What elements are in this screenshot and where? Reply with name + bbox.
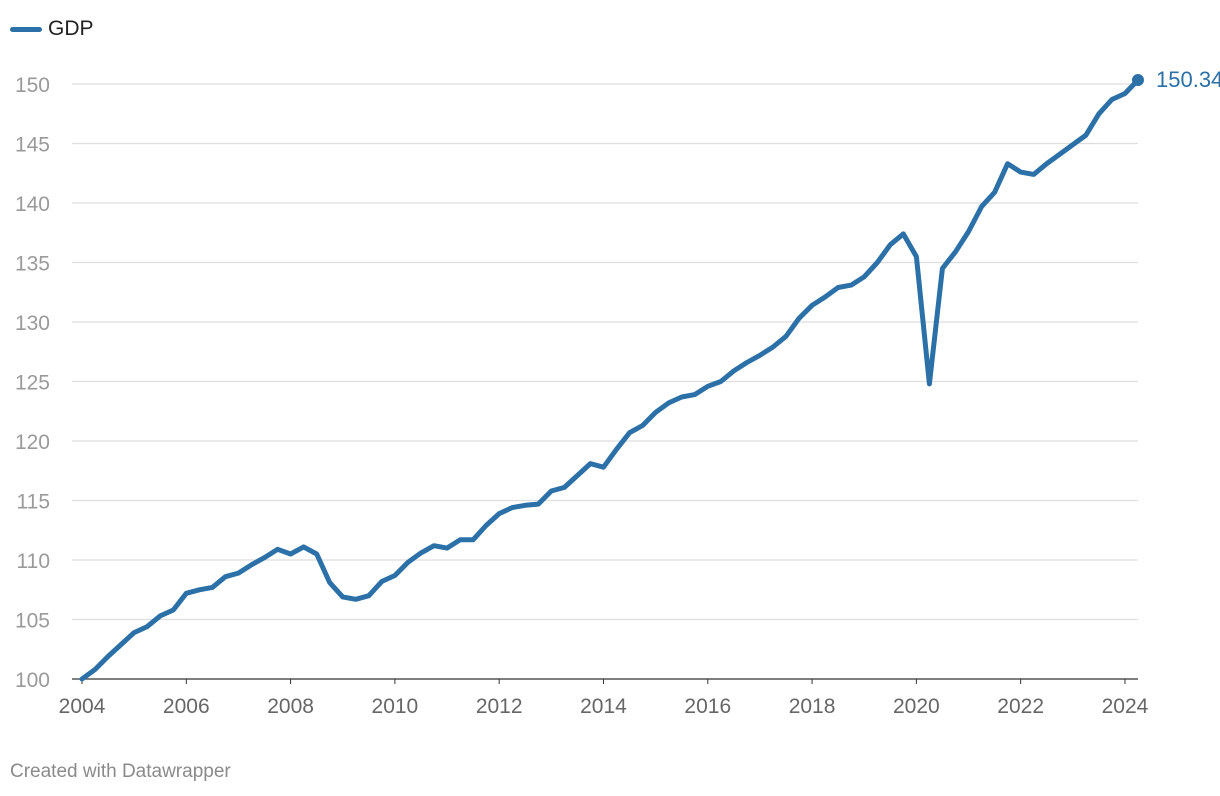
x-tick-label: 2016: [684, 695, 731, 718]
y-tick-label: 120: [15, 431, 50, 454]
y-tick-label: 100: [15, 669, 50, 692]
x-tick-label: 2020: [893, 695, 940, 718]
last-point-marker: [1132, 73, 1144, 86]
x-tick-label: 2006: [163, 695, 210, 718]
x-tick-label: 2010: [372, 695, 419, 718]
y-tick-label: 135: [15, 253, 50, 276]
x-axis: [72, 678, 1138, 684]
y-tick-label: 115: [17, 491, 50, 514]
x-tick-label: 2024: [1102, 695, 1149, 718]
last-value-label: 150.34: [1156, 67, 1220, 92]
gdp-line: [79, 77, 1141, 682]
y-tick-label: 145: [15, 134, 50, 157]
legend-label: GDP: [48, 17, 94, 40]
x-tick-label: 2022: [997, 695, 1044, 718]
legend: GDP: [10, 17, 94, 41]
y-tick-label: 105: [15, 610, 50, 633]
x-tick-label: 2012: [476, 695, 523, 718]
x-tick-label: 2018: [789, 695, 836, 718]
y-tick-label: 110: [17, 550, 50, 573]
series: 150.34: [79, 67, 1220, 682]
x-tick-label: 2008: [267, 695, 314, 718]
y-tick-label: 140: [15, 193, 50, 216]
gridlines: [72, 83, 1138, 621]
y-tick-label: 125: [15, 372, 50, 395]
credit-text: Created with Datawrapper: [10, 761, 231, 782]
y-tick-label: 150: [15, 74, 50, 97]
x-tick-label: 2014: [580, 695, 627, 718]
x-tick-labels: 2004 2006 2008 2010 2012 2014 2016 2018 2020 2022…: [59, 695, 1149, 718]
y-tick-label: 130: [15, 312, 50, 335]
legend-swatch: [10, 26, 42, 32]
y-tick-labels: 100 105 110 115 120 125 130 135 140 145 150: [15, 74, 50, 692]
x-tick-label: 2004: [59, 695, 106, 718]
